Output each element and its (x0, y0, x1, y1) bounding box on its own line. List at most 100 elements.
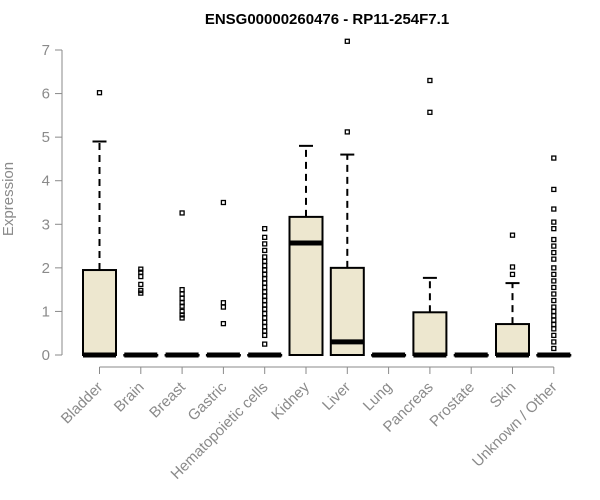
outlier-point (262, 225, 268, 232)
box-breast (164, 210, 200, 358)
outlier-point (551, 339, 557, 345)
outlier-point (551, 206, 557, 212)
chart-title: ENSG00000260476 - RP11-254F7.1 (205, 11, 449, 28)
outlier-point (262, 254, 268, 260)
outlier-point (551, 236, 557, 243)
x-tick-label: Liver (319, 379, 354, 414)
y-axis: 0 1 2 3 4 5 6 7 (42, 42, 63, 364)
outlier-point (179, 315, 185, 321)
box-lung (371, 352, 407, 358)
outlier-point (262, 315, 268, 321)
plot-area (82, 38, 572, 358)
outlier-point (262, 241, 268, 247)
outlier-point (551, 278, 557, 284)
box-unknown-other (536, 155, 572, 358)
box-hematopoietic-cells (247, 225, 283, 358)
outlier-point (262, 276, 268, 282)
outlier-point (138, 269, 144, 275)
box-rect (288, 215, 324, 356)
outlier-point (262, 234, 268, 241)
outlier-point (509, 264, 516, 270)
outlier-point (262, 258, 268, 264)
x-tick-label: Breast (146, 378, 189, 421)
outlier-point (262, 319, 268, 325)
x-tick-label: Prostate (426, 379, 478, 431)
outlier-point (509, 271, 516, 278)
outlier-point (262, 310, 268, 317)
outlier-point (427, 77, 433, 84)
outlier-point (138, 281, 144, 288)
outlier-point (262, 297, 268, 304)
outlier-point (551, 332, 557, 339)
outlier-point (551, 304, 557, 310)
outlier-point (262, 271, 268, 278)
box-rect (412, 311, 448, 356)
outlier-point (179, 210, 185, 216)
outlier-point (551, 249, 557, 256)
outlier-point (262, 341, 268, 347)
y-axis-label: Expression (0, 162, 17, 236)
outlier-point (344, 129, 350, 135)
outlier-point (262, 328, 268, 334)
outlier-point (262, 267, 268, 273)
box-skin (495, 232, 530, 358)
y-tick-label: 6 (42, 86, 50, 103)
x-tick-label: Bladder (58, 379, 107, 428)
outlier-point (96, 90, 103, 96)
y-tick-label: 7 (42, 42, 50, 59)
outlier-point (262, 280, 268, 286)
outlier-point (551, 284, 557, 291)
outlier-point (551, 271, 557, 278)
outlier-point (551, 243, 557, 249)
outlier-point (551, 155, 557, 161)
x-tick-label: Brain (111, 379, 148, 416)
outlier-point (179, 286, 185, 293)
outlier-point (138, 266, 144, 272)
outlier-point (262, 302, 268, 308)
outlier-point (551, 308, 557, 315)
outlier-point (551, 186, 557, 193)
outlier-point (220, 304, 227, 310)
outlier-point (551, 225, 557, 232)
y-tick-label: 4 (42, 173, 50, 190)
y-tick-label: 5 (42, 129, 50, 146)
outlier-point (551, 313, 557, 319)
outlier-point (551, 321, 557, 328)
box-pancreas (412, 77, 448, 358)
box-rect (495, 323, 530, 357)
outlier-point (262, 293, 268, 299)
box-prostate (453, 352, 489, 358)
outlier-point (551, 345, 557, 352)
outlier-point (262, 289, 268, 295)
outlier-point (262, 247, 268, 254)
box-rect (82, 269, 117, 356)
y-tick-label: 1 (42, 303, 50, 320)
outlier-point (179, 295, 185, 302)
outlier-point (551, 326, 557, 332)
outlier-point (262, 332, 268, 339)
outlier-point (220, 199, 227, 206)
box-kidney (288, 144, 324, 356)
outlier-point (427, 109, 433, 115)
box-bladder (82, 90, 117, 358)
outlier-point (138, 273, 144, 280)
outlier-point (551, 291, 557, 297)
outlier-point (179, 308, 185, 315)
outlier-point (138, 287, 144, 294)
outlier-point (509, 232, 516, 238)
outlier-point (551, 265, 557, 271)
outlier-point (344, 38, 350, 44)
outlier-point (551, 256, 557, 262)
x-tick-label: Skin (487, 379, 520, 412)
outlier-point (220, 300, 227, 306)
outlier-point (262, 263, 268, 269)
outlier-point (551, 317, 557, 323)
box-gastric (205, 199, 241, 358)
box-brain (123, 266, 159, 358)
outlier-point (179, 300, 185, 306)
x-tick-label: Kidney (268, 378, 313, 423)
outlier-point (551, 219, 557, 225)
